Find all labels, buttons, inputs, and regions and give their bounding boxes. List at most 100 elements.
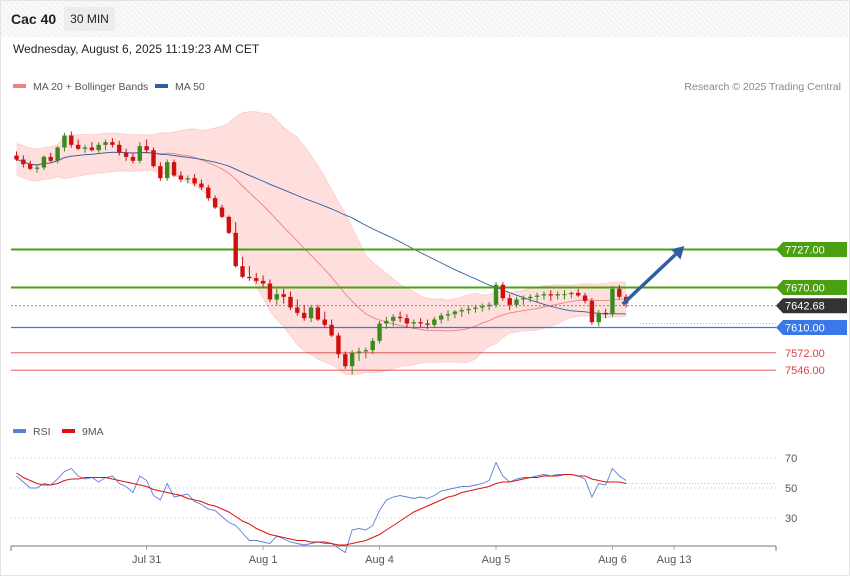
chart-datetime: Wednesday, August 6, 2025 11:19:23 AM CE… <box>13 42 260 56</box>
bollinger-lower-line <box>16 169 627 376</box>
candle-body-9 <box>75 144 81 149</box>
bollinger-upper-line <box>16 111 627 301</box>
research-credit: Research © 2025 Trading Central <box>684 81 841 93</box>
candle-body-85 <box>596 312 601 323</box>
candle-body-61 <box>432 319 437 325</box>
x-tick-label-1: Aug 1 <box>249 554 278 566</box>
candle-body-52 <box>370 340 375 351</box>
candle-body-23 <box>171 162 177 176</box>
candle-body-35 <box>254 278 259 281</box>
candle-body-2 <box>28 164 33 169</box>
candle-body-56 <box>397 316 403 319</box>
candle-body-33 <box>240 266 245 277</box>
candle-body-21 <box>158 166 163 179</box>
rsi-tick-50: 50 <box>785 483 797 495</box>
ma50-legend-label: MA 50 <box>175 81 205 93</box>
candle-body-46 <box>329 324 334 336</box>
candle-body-70 <box>493 284 499 305</box>
candle-body-22 <box>165 162 170 179</box>
rsi-panel: 30 50 70 <box>11 453 797 554</box>
candle-body-76 <box>534 295 540 297</box>
candle-body-25 <box>185 178 190 180</box>
candle-body-84 <box>589 300 595 323</box>
rsi-tick-30: 30 <box>785 513 797 525</box>
candle-body-38 <box>274 294 279 300</box>
candle-body-44 <box>315 307 321 320</box>
level-tag-0 <box>776 242 847 257</box>
timeframe-button[interactable]: 30 MIN <box>64 7 115 31</box>
x-tick-label-3: Aug 5 <box>482 554 511 566</box>
level-label-4: 7572.00 <box>785 348 825 360</box>
candle-body-32 <box>233 232 238 267</box>
candle-body-80 <box>562 294 567 296</box>
candle-body-40 <box>288 296 293 308</box>
level-tag-1 <box>776 280 847 295</box>
candle-body-20 <box>151 150 156 167</box>
candle-body-43 <box>308 307 314 319</box>
x-tick-label-4: Aug 6 <box>598 554 627 566</box>
candle-body-77 <box>541 294 547 296</box>
candle-body-19 <box>144 146 149 151</box>
ma20-legend-swatch <box>13 84 26 88</box>
candle-body-58 <box>411 322 416 324</box>
level-label-5: 7546.00 <box>785 365 825 377</box>
candle-body-63 <box>445 314 451 316</box>
x-tick-label-2: Aug 4 <box>365 554 394 566</box>
candle-body-83 <box>582 295 588 301</box>
candle-body-55 <box>391 316 396 321</box>
candles <box>14 131 629 375</box>
candle-body-5 <box>48 156 53 161</box>
ma9-line <box>16 472 627 546</box>
candle-body-42 <box>302 312 307 319</box>
candle-body-3 <box>34 167 40 169</box>
candle-body-62 <box>439 315 444 320</box>
candle-body-67 <box>473 307 478 309</box>
candle-body-71 <box>500 284 506 299</box>
candle-body-72 <box>507 298 512 305</box>
candle-body-24 <box>178 175 184 180</box>
candle-body-64 <box>452 311 458 315</box>
candle-body-74 <box>521 298 526 300</box>
ma9-legend-label: 9MA <box>82 426 104 438</box>
candle-body-53 <box>377 323 382 341</box>
candle-body-87 <box>610 288 615 315</box>
candle-body-16 <box>123 152 129 157</box>
candle-body-39 <box>281 294 286 297</box>
candle-body-49 <box>349 352 355 367</box>
candle-body-82 <box>576 292 581 296</box>
instrument-title: Cac 40 <box>11 11 57 27</box>
candle-body-30 <box>219 207 225 217</box>
candle-body-0 <box>14 155 19 160</box>
candle-body-50 <box>356 351 362 353</box>
x-tick-label-0: Jul 31 <box>132 554 161 566</box>
ma20-legend-label: MA 20 + Bollinger Bands <box>33 81 148 93</box>
level-label-0: 7727.00 <box>785 245 825 257</box>
candle-body-11 <box>89 147 95 151</box>
ma9-legend-swatch <box>62 429 75 433</box>
candle-body-27 <box>199 183 204 188</box>
candle-body-54 <box>384 320 389 324</box>
level-label-1: 7670.00 <box>785 283 825 295</box>
x-axis: Jul 31 Aug 1 Aug 4 Aug 5 Aug 6 Aug 13 <box>10 545 777 566</box>
candle-body-73 <box>514 299 519 305</box>
candle-body-60 <box>425 323 430 325</box>
projection-arrow-head <box>670 246 685 260</box>
candle-body-45 <box>322 319 327 325</box>
level-label-2: 7642.68 <box>785 301 825 313</box>
candle-body-81 <box>569 292 574 295</box>
candle-body-88 <box>617 288 622 297</box>
candle-body-31 <box>226 216 232 233</box>
candle-body-1 <box>21 159 26 165</box>
candle-body-78 <box>548 294 553 296</box>
candle-body-13 <box>103 142 108 145</box>
price-levels <box>11 248 847 371</box>
candle-body-51 <box>363 350 369 352</box>
candle-body-79 <box>555 294 560 296</box>
candle-body-10 <box>82 147 88 149</box>
candle-body-6 <box>55 147 60 161</box>
candle-body-28 <box>206 187 211 199</box>
projection-arrow-shaft <box>621 253 677 306</box>
bollinger-bands <box>16 111 627 376</box>
candle-body-47 <box>336 335 341 355</box>
